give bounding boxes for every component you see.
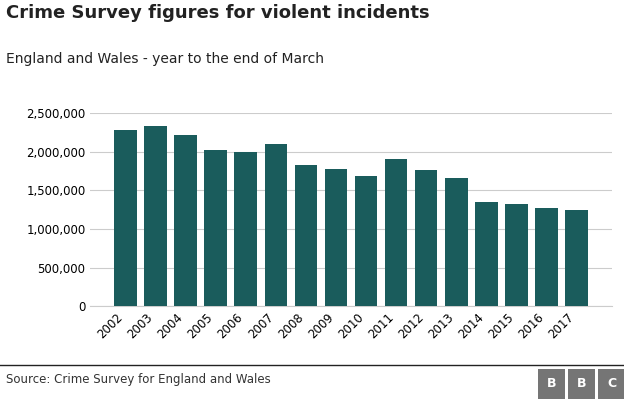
Bar xyxy=(144,126,167,306)
Text: Source: Crime Survey for England and Wales: Source: Crime Survey for England and Wal… xyxy=(6,373,271,386)
Bar xyxy=(174,135,197,306)
Bar xyxy=(235,152,257,306)
Text: C: C xyxy=(607,377,616,391)
Bar xyxy=(114,130,137,306)
Bar xyxy=(565,210,588,306)
Bar xyxy=(205,150,227,306)
Text: B: B xyxy=(577,377,587,391)
Bar xyxy=(415,170,437,306)
Bar xyxy=(475,202,497,306)
Bar xyxy=(295,166,317,306)
Bar xyxy=(355,176,378,306)
Bar xyxy=(505,204,528,306)
Text: Crime Survey figures for violent incidents: Crime Survey figures for violent inciden… xyxy=(6,4,430,22)
Bar xyxy=(445,178,467,306)
Text: England and Wales - year to the end of March: England and Wales - year to the end of M… xyxy=(6,52,324,66)
Bar xyxy=(324,168,347,306)
Bar xyxy=(535,208,558,306)
Text: B: B xyxy=(547,377,557,391)
Bar xyxy=(385,159,407,306)
Bar xyxy=(265,144,287,306)
